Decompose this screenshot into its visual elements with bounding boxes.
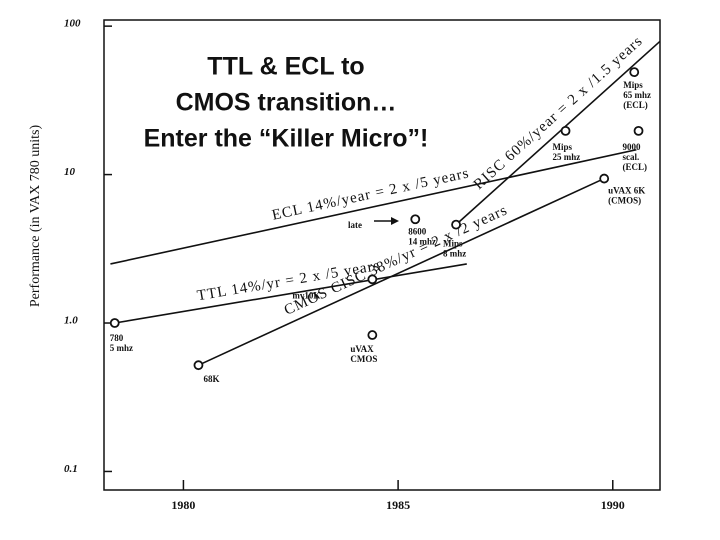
chart-title: Enter the “Killer Micro”! bbox=[144, 125, 429, 153]
data-point bbox=[629, 67, 640, 78]
data-point bbox=[599, 173, 610, 184]
point-label: Mips bbox=[443, 239, 463, 249]
point-label: (ECL) bbox=[623, 100, 648, 110]
point-label: 9000 bbox=[623, 142, 642, 152]
data-point bbox=[560, 125, 571, 136]
point-label: CMOS bbox=[350, 354, 377, 364]
point-label: 780 bbox=[110, 333, 124, 343]
y-tick-label: 1.0 bbox=[64, 315, 78, 327]
point-label: uVAX 6K bbox=[608, 186, 645, 196]
point-label: scal. bbox=[623, 152, 640, 162]
data-point bbox=[109, 318, 120, 328]
trend-line bbox=[455, 40, 661, 226]
trend-label: RISC 60%/year = 2 x /1.5 years bbox=[471, 33, 646, 193]
point-label: 68K bbox=[203, 374, 219, 384]
x-tick-label: 1990 bbox=[601, 498, 625, 512]
point-label: (CMOS) bbox=[608, 196, 641, 206]
annotation: late bbox=[348, 220, 362, 230]
data-point bbox=[193, 360, 204, 371]
point-label: 25 mhz bbox=[553, 152, 581, 162]
data-point bbox=[410, 214, 421, 225]
x-tick-label: 1985 bbox=[386, 498, 410, 512]
point-label: Mips bbox=[553, 142, 573, 152]
y-tick-label: 100 bbox=[64, 18, 81, 30]
point-label: 5 mhz bbox=[110, 343, 133, 353]
y-tick-label: 0.1 bbox=[64, 463, 78, 475]
point-label: 65 mhz bbox=[623, 90, 651, 100]
trend-label: ECL 14%/year = 2 x /5 years bbox=[271, 165, 471, 223]
annotation-arrowhead bbox=[391, 217, 399, 225]
data-point bbox=[367, 330, 378, 340]
point-label: 14 mhz bbox=[408, 236, 436, 246]
point-label: 8 mhz bbox=[443, 249, 466, 259]
trend-line bbox=[110, 148, 637, 265]
y-axis-label: Performance (in VAX 780 units) bbox=[28, 125, 43, 308]
data-point bbox=[633, 125, 644, 136]
point-label: Mips bbox=[623, 80, 643, 90]
trend-line bbox=[114, 263, 467, 324]
point-label: uVAX bbox=[350, 344, 374, 354]
data-point bbox=[367, 274, 378, 285]
chart-title: TTL & ECL to bbox=[207, 53, 364, 81]
point-label: mv10K bbox=[292, 290, 320, 300]
chart-title: CMOS transition… bbox=[176, 89, 397, 117]
x-tick-label: 1980 bbox=[171, 498, 195, 512]
point-label: (ECL) bbox=[623, 162, 648, 172]
plot-frame bbox=[103, 19, 661, 491]
point-label: 8600 bbox=[408, 226, 427, 236]
trend-line bbox=[198, 177, 605, 366]
data-point bbox=[451, 219, 461, 230]
y-tick-label: 10 bbox=[64, 166, 76, 178]
